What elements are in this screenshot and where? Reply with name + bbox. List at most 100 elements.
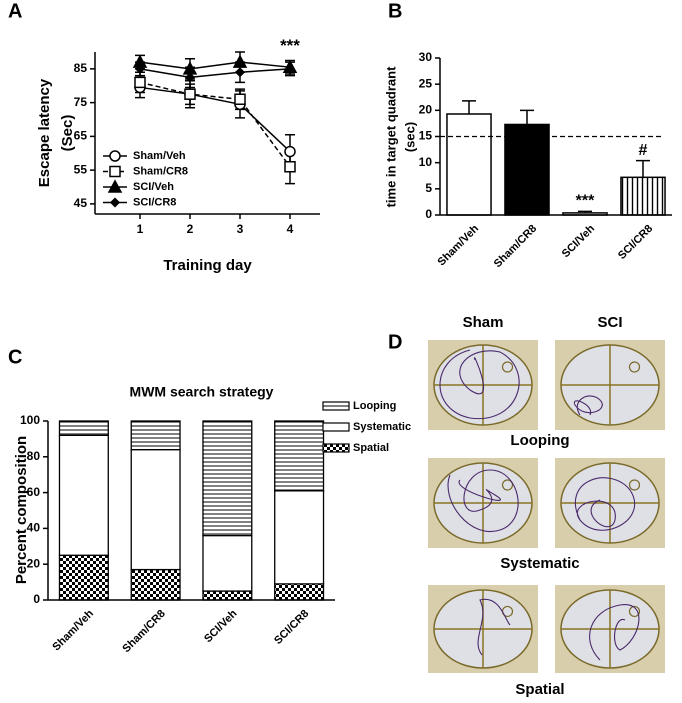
legend-swatch — [322, 422, 350, 432]
column-label: Sham — [463, 314, 504, 331]
x-tick-label: SCI/Veh — [560, 222, 598, 260]
platform — [628, 479, 641, 491]
y-tick-label: 0 — [33, 592, 40, 606]
chart-title: MWM search strategy — [130, 384, 274, 400]
swim-path — [439, 349, 520, 420]
x-tick-label: 1 — [137, 222, 144, 236]
series-line — [139, 61, 291, 70]
bar-segment — [202, 590, 253, 601]
platform — [628, 361, 641, 373]
marker — [134, 76, 146, 89]
y-tick-label: 80 — [27, 449, 41, 463]
series-line — [139, 68, 291, 79]
x-tick-label: 4 — [287, 222, 294, 236]
swim-path — [574, 477, 636, 531]
panel-letter: C — [8, 346, 22, 368]
marker — [284, 161, 296, 173]
marker — [284, 63, 296, 74]
x-tick-label: Sham/Veh — [436, 222, 482, 268]
y-tick-label: 20 — [27, 556, 41, 570]
legend-label: Spatial — [353, 442, 389, 454]
swim-path — [447, 469, 519, 533]
panel-d: D Sham SCI Looping Systematic Spatial — [388, 314, 665, 698]
y-axis-label: (Sec) — [59, 115, 76, 152]
series-line — [139, 81, 291, 168]
y-tick-label: 10 — [419, 155, 433, 169]
x-tick-label: SCI/Veh — [202, 607, 240, 645]
legend-label: SCI/Veh — [133, 181, 174, 193]
bar — [620, 176, 666, 216]
annotation: *** — [576, 193, 595, 210]
marker — [284, 145, 296, 158]
swim-path — [573, 395, 603, 416]
marker — [109, 197, 121, 208]
marker — [234, 93, 246, 105]
swim-path — [589, 604, 640, 661]
chart: 45 55 65 75 85 Escape latency (Sec) A 1 2 3 4 Traini… — [8, 0, 320, 274]
annotation: *** — [280, 36, 300, 55]
swim-path — [477, 598, 511, 656]
x-tick-label: SCI/CR8 — [616, 223, 655, 262]
row-label: Spatial — [515, 681, 564, 698]
legend-label: SCI/CR8 — [133, 196, 176, 208]
bar-segment — [58, 420, 109, 436]
y-axis-label: time in target quadrant — [383, 66, 398, 208]
y-tick-label: 5 — [425, 181, 432, 195]
bar-segment — [274, 583, 325, 601]
y-tick-label: 100 — [20, 413, 40, 427]
error-bar — [578, 210, 592, 213]
y-axis-label: Percent composition — [13, 436, 30, 584]
series-line — [139, 86, 291, 153]
bar-segment — [130, 448, 181, 571]
row-label: Looping — [510, 432, 569, 449]
marker — [109, 150, 121, 162]
y-tick-label: 75 — [74, 95, 88, 109]
annotation: # — [639, 142, 648, 159]
y-tick-label: 20 — [419, 103, 433, 117]
marker — [232, 54, 248, 68]
marker — [184, 72, 196, 83]
x-tick-label: Sham/Veh — [50, 607, 96, 653]
marker — [234, 67, 246, 78]
error-bar — [462, 100, 476, 114]
bar-segment — [202, 534, 253, 592]
y-tick-label: 45 — [74, 196, 88, 210]
y-tick-label: 0 — [425, 207, 432, 221]
y-tick-label: 40 — [27, 521, 41, 535]
row-label: Systematic — [500, 555, 579, 572]
marker — [107, 179, 123, 193]
bar — [504, 123, 550, 216]
y-tick-label: 65 — [74, 129, 88, 143]
legend-label: Sham/Veh — [133, 150, 186, 162]
marker — [109, 165, 121, 178]
bar — [446, 113, 492, 216]
panel-letter: D — [388, 331, 402, 353]
marker — [184, 88, 196, 100]
panel-letter: A — [8, 0, 22, 22]
legend-swatch — [322, 443, 350, 453]
bar-segment — [274, 490, 325, 585]
bar-segment — [202, 420, 253, 537]
y-tick-label: 25 — [419, 76, 433, 90]
y-tick-label: 85 — [74, 61, 88, 75]
bar-segment — [274, 420, 325, 492]
legend-label: Looping — [353, 400, 396, 412]
x-tick-label: Sham/CR8 — [492, 223, 539, 270]
chart: 0 5 10 15 20 25 30 time in target quadrant (sec)… — [383, 0, 672, 270]
x-tick-label: Sham/CR8 — [120, 608, 167, 655]
error-bar — [636, 159, 650, 178]
error-bar — [520, 109, 534, 125]
platform — [501, 361, 514, 373]
y-axis-label: Escape latency — [36, 78, 53, 187]
panel-letter: B — [388, 0, 402, 22]
bar-segment — [58, 434, 109, 556]
y-tick-label: 60 — [27, 485, 41, 499]
y-axis-label: (sec) — [402, 122, 417, 152]
x-tick-label: 2 — [187, 222, 194, 236]
x-tick-label: 3 — [237, 222, 244, 236]
legend-swatch — [322, 401, 350, 411]
column-label: SCI — [597, 314, 622, 331]
x-axis-label: Training day — [163, 257, 252, 274]
platform — [501, 479, 514, 491]
bar-segment — [58, 554, 109, 601]
